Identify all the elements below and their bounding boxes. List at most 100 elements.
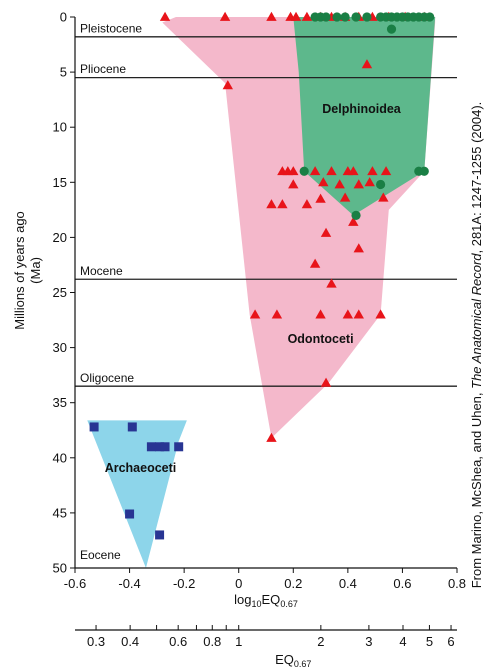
data-point-circle bbox=[425, 12, 435, 22]
data-point-triangle bbox=[326, 278, 337, 288]
secondary-tick-label: 0.8 bbox=[203, 634, 221, 649]
data-point-triangle bbox=[318, 177, 329, 187]
data-point-circle bbox=[376, 179, 386, 190]
y-axis-title-units: (Ma) bbox=[28, 257, 43, 284]
data-point-triangle bbox=[380, 166, 392, 176]
data-point-circle bbox=[419, 166, 429, 176]
x-tick-label: -0.2 bbox=[173, 576, 195, 591]
data-point-square bbox=[160, 442, 170, 452]
data-point-triangle bbox=[353, 309, 364, 319]
epoch-label-pleistocene: Pleistocene bbox=[80, 21, 142, 35]
data-point-circle bbox=[386, 24, 397, 34]
data-point-triangle bbox=[364, 177, 375, 187]
data-point-triangle bbox=[320, 227, 332, 237]
data-point-square bbox=[89, 422, 99, 432]
data-point-triangle bbox=[271, 309, 283, 319]
regions bbox=[87, 17, 436, 568]
secondary-tick-label: 3 bbox=[365, 634, 372, 649]
data-point-circle bbox=[362, 12, 372, 22]
x-tick-label: 0 bbox=[235, 576, 242, 591]
y-tick-label: 0 bbox=[60, 10, 67, 25]
y-tick-label: 30 bbox=[53, 340, 67, 355]
data-point-square bbox=[155, 530, 165, 540]
region-label-delphinoidea: Delphinoidea bbox=[322, 102, 402, 116]
epoch-label-oligocene: Oligocene bbox=[80, 371, 134, 385]
y-tick-label: 40 bbox=[53, 450, 67, 465]
data-point-triangle bbox=[301, 11, 313, 21]
data-point-triangle bbox=[353, 179, 364, 189]
data-point-square bbox=[174, 442, 184, 452]
y-tick-label: 20 bbox=[53, 230, 67, 245]
data-point-circle bbox=[351, 12, 361, 22]
data-point-triangle bbox=[301, 199, 313, 209]
x-tick-label: -0.6 bbox=[64, 576, 86, 591]
y-axis-title: Millions of years ago bbox=[12, 211, 27, 330]
epoch-label-eocene: Eocene bbox=[80, 548, 121, 562]
data-point-triangle bbox=[249, 309, 261, 319]
secondary-tick-label: 0.3 bbox=[87, 634, 105, 649]
data-point-triangle bbox=[342, 309, 354, 319]
y-tick-label: 25 bbox=[53, 285, 67, 300]
secondary-tick-label: 6 bbox=[447, 634, 454, 649]
y-tick-label: 35 bbox=[53, 395, 67, 410]
data-point-triangle bbox=[348, 216, 359, 226]
data-points bbox=[89, 11, 435, 540]
data-point-triangle bbox=[288, 166, 299, 176]
data-point-circle bbox=[332, 12, 342, 22]
data-point-triangle bbox=[339, 192, 351, 202]
data-point-triangle bbox=[159, 11, 171, 21]
data-point-square bbox=[125, 509, 135, 519]
data-point-triangle bbox=[315, 309, 326, 319]
x-axis-title: log10EQ0.67 bbox=[234, 592, 298, 609]
data-point-triangle bbox=[361, 59, 373, 69]
data-point-triangle bbox=[375, 309, 386, 319]
y-tick-label: 15 bbox=[53, 175, 67, 190]
secondary-tick-label: 0.4 bbox=[121, 634, 139, 649]
data-point-square bbox=[127, 422, 137, 432]
region-delphinoidea bbox=[293, 17, 436, 216]
x-tick-label: 0.8 bbox=[448, 576, 466, 591]
data-point-triangle bbox=[353, 243, 364, 253]
x-tick-label: 0.6 bbox=[393, 576, 411, 591]
data-point-circle bbox=[299, 166, 309, 176]
data-point-circle bbox=[351, 210, 361, 220]
epoch-label-mocene: Mocene bbox=[80, 264, 123, 278]
epoch-label-pliocene: Pliocene bbox=[80, 62, 126, 76]
secondary-tick-label: 1 bbox=[235, 634, 242, 649]
y-tick-label: 50 bbox=[53, 561, 67, 576]
x-tick-label: 0.2 bbox=[284, 576, 302, 591]
secondary-tick-label: 0.6 bbox=[169, 634, 187, 649]
epoch-boundaries bbox=[75, 36, 457, 387]
data-point-triangle bbox=[309, 166, 321, 176]
secondary-axis-title: EQ0.67 bbox=[275, 652, 311, 669]
y-tick-label: 45 bbox=[53, 505, 67, 520]
data-point-triangle bbox=[266, 199, 277, 209]
data-point-triangle bbox=[348, 166, 359, 176]
data-point-triangle bbox=[334, 179, 345, 189]
data-point-triangle bbox=[378, 192, 389, 202]
data-point-triangle bbox=[222, 80, 233, 90]
data-point-triangle bbox=[320, 377, 332, 387]
data-point-triangle bbox=[219, 11, 231, 21]
secondary-tick-label: 2 bbox=[317, 634, 324, 649]
data-point-triangle bbox=[326, 166, 337, 176]
x-tick-label: -0.4 bbox=[118, 576, 140, 591]
secondary-tick-label: 5 bbox=[426, 634, 433, 649]
data-point-triangle bbox=[315, 193, 326, 203]
axes bbox=[70, 16, 458, 631]
region-archaeoceti bbox=[87, 420, 187, 568]
region-label-archaeoceti: Archaeoceti bbox=[105, 461, 177, 475]
secondary-tick-label: 4 bbox=[399, 634, 406, 649]
region-label-odontoceti: Odontoceti bbox=[288, 332, 354, 346]
data-point-triangle bbox=[266, 432, 277, 442]
data-point-triangle bbox=[277, 199, 288, 209]
data-point-triangle bbox=[290, 11, 302, 21]
data-point-circle bbox=[321, 12, 331, 22]
source-credit: From Marino, McShea, and Uhen, The Anato… bbox=[469, 102, 484, 589]
data-point-triangle bbox=[266, 11, 277, 21]
x-tick-label: 0.4 bbox=[339, 576, 357, 591]
data-point-triangle bbox=[367, 166, 378, 176]
data-point-square bbox=[155, 442, 165, 452]
